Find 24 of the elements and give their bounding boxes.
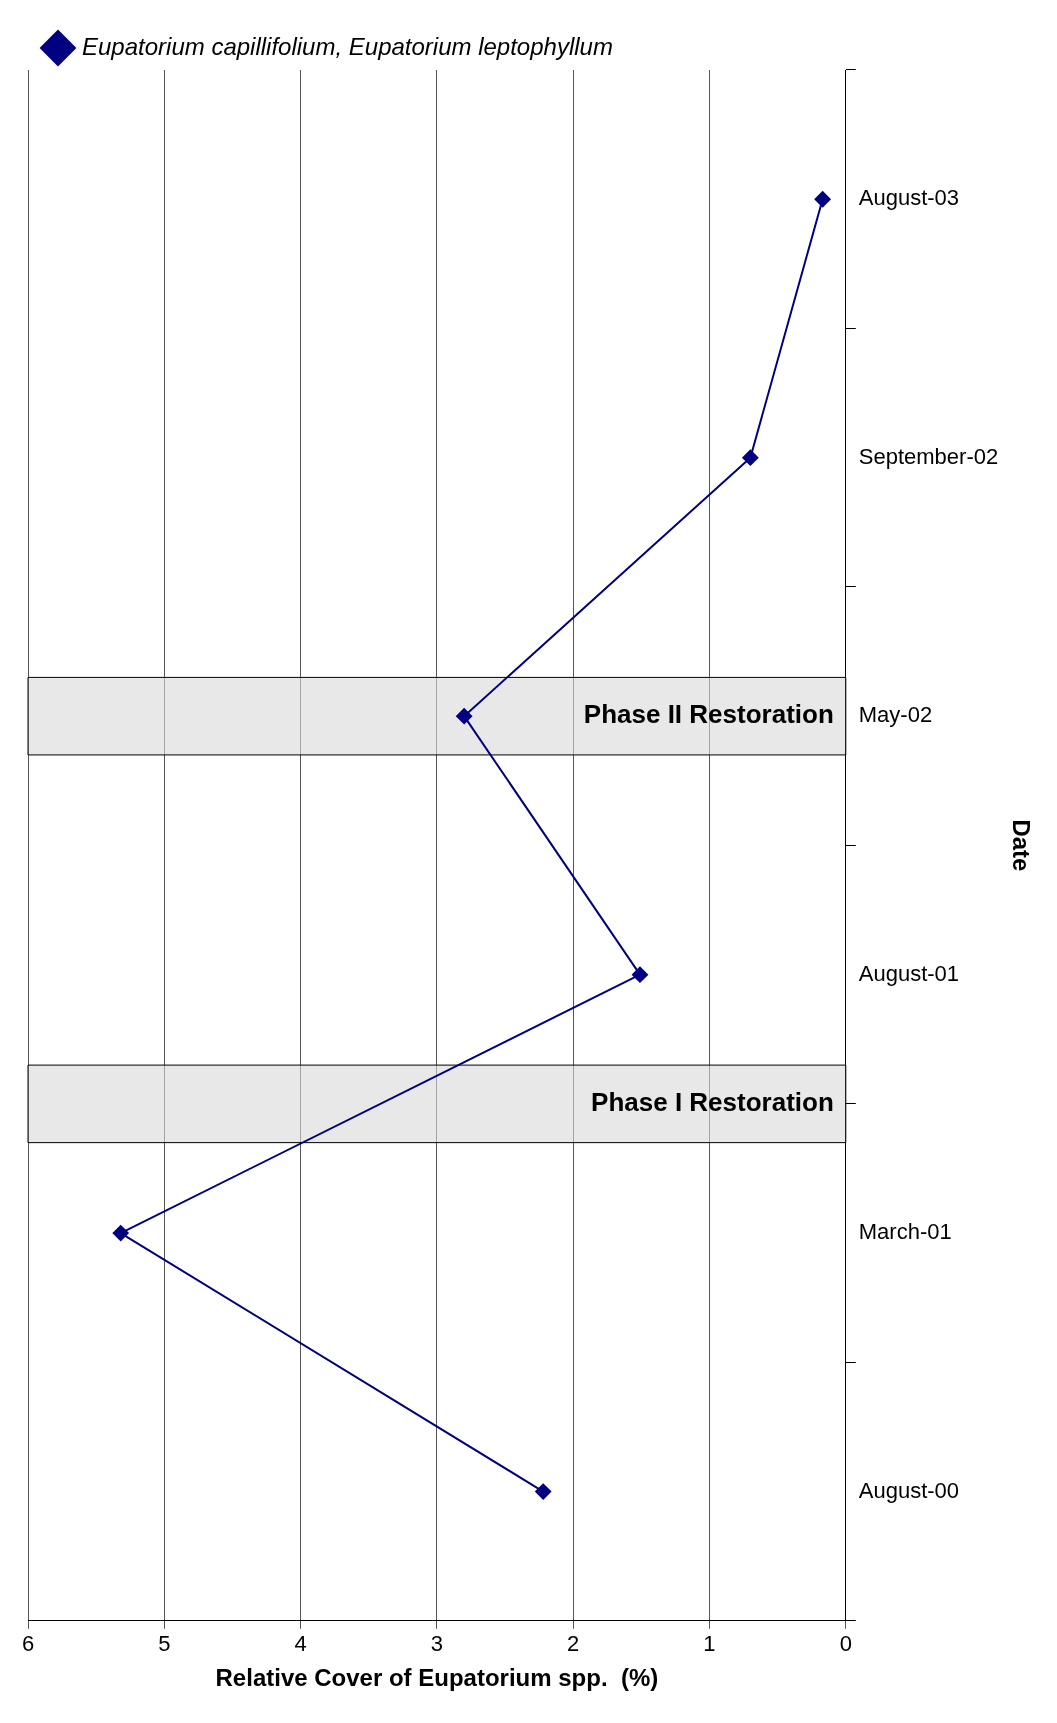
- point: [742, 449, 759, 466]
- y-tick-label: March-01: [858, 1219, 952, 1245]
- point: [112, 1225, 129, 1242]
- point: [814, 191, 831, 208]
- y-tick-label: September-02: [858, 443, 999, 469]
- band-label: Phase II Restoration: [583, 699, 834, 730]
- x-tick-label: 5: [158, 1631, 171, 1657]
- y-tick-label: August-01: [858, 960, 960, 986]
- point: [631, 966, 648, 983]
- x-tick-label: 0: [839, 1631, 852, 1657]
- band-label: Phase I Restoration: [591, 1087, 834, 1118]
- x-tick-label: 1: [703, 1631, 716, 1657]
- x-tick-label: 4: [294, 1631, 307, 1657]
- point: [535, 1483, 552, 1500]
- legend-label: Eupatorium capillifolium, Eupatorium leptophyllum: [82, 32, 613, 60]
- x-tick-label: 2: [567, 1631, 580, 1657]
- y-tick-label: May-02: [858, 702, 933, 728]
- y-tick-label: August-03: [858, 185, 960, 211]
- y-tick-label: August-00: [858, 1477, 960, 1503]
- x-tick-label: 6: [21, 1631, 35, 1657]
- x-axis-title: Relative Cover of Eupatorium spp. (%): [215, 1664, 659, 1692]
- point: [456, 708, 473, 725]
- y-axis-title: Date: [1007, 819, 1035, 872]
- x-tick-label: 3: [430, 1631, 444, 1657]
